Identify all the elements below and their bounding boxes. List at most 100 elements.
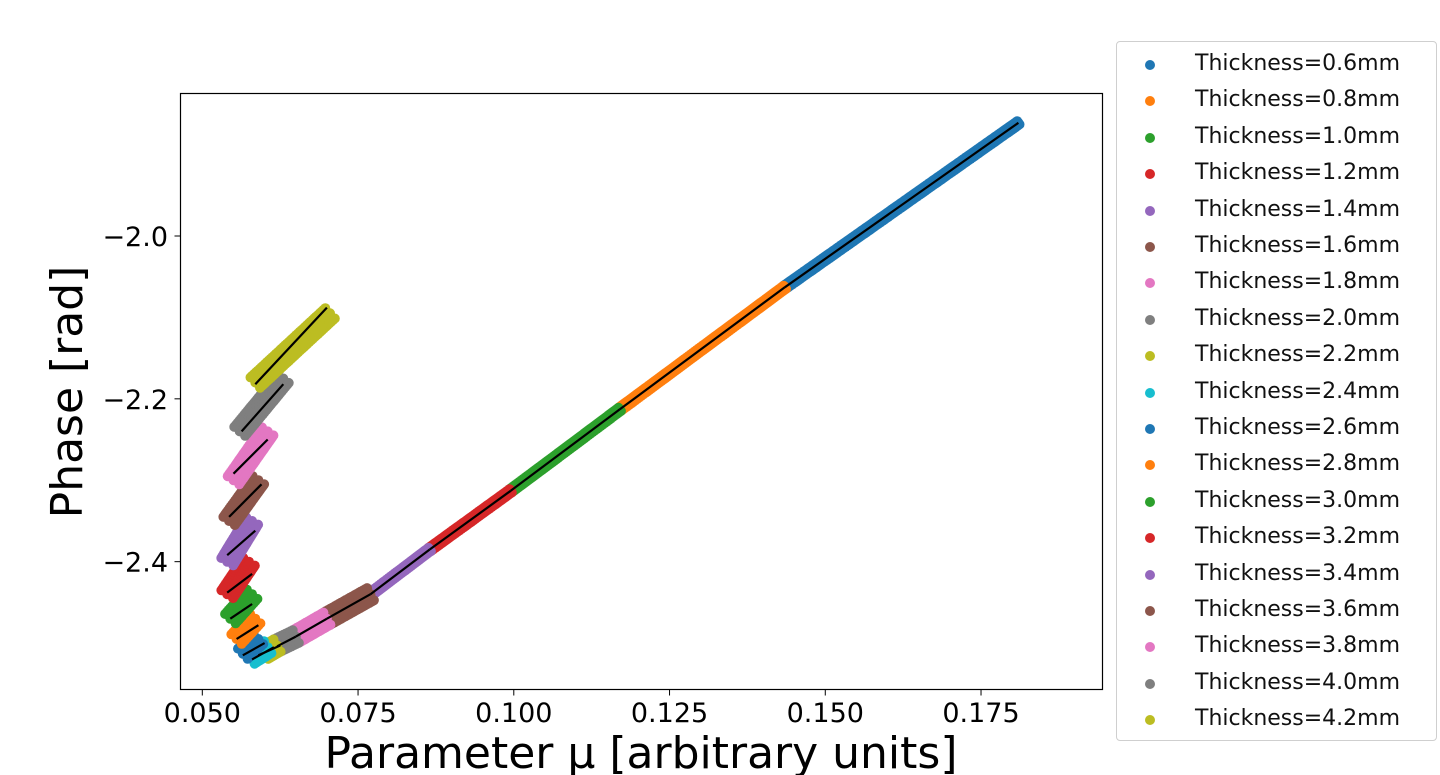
legend-label: Thickness=4.2mm [1195, 706, 1401, 732]
legend-marker [1145, 60, 1155, 70]
legend-marker [1145, 606, 1155, 616]
x-tick-label: 0.075 [319, 698, 396, 729]
fit-line-Thickness=3.4mm [226, 529, 257, 557]
legend-item: Thickness=3.4mm [1117, 560, 1437, 590]
x-tick-label: 0.125 [631, 698, 708, 729]
chart-marks [216, 116, 1025, 669]
data-point [253, 519, 264, 530]
x-axis: 0.050 0.075 0.100 0.125 0.150 0.175 [164, 689, 1020, 729]
legend-label: Thickness=2.4mm [1195, 378, 1401, 404]
legend-marker [1145, 351, 1155, 362]
legend-item: Thickness=3.6mm [1117, 596, 1437, 626]
legend-item: Thickness=1.0mm [1117, 123, 1437, 153]
x-tick-label: 0.150 [787, 698, 864, 729]
series-Thickness=4.2mm [245, 303, 340, 393]
legend-marker [1145, 387, 1155, 398]
legend-item: Thickness=3.2mm [1117, 523, 1437, 553]
data-point [283, 377, 294, 388]
x-axis-label: Parameter μ [arbitrary units] [324, 728, 957, 775]
legend-marker [1145, 278, 1155, 289]
legend-item: Thickness=0.6mm [1117, 50, 1437, 80]
legend-marker [1145, 715, 1155, 726]
legend-label: Thickness=1.6mm [1195, 233, 1401, 258]
legend-marker [1145, 642, 1155, 653]
legend-label: Thickness=2.6mm [1195, 415, 1401, 440]
legend-marker [1145, 460, 1155, 471]
data-point [615, 406, 626, 416]
legend-marker [1145, 314, 1155, 325]
fit-line-Thickness=4.0mm [240, 383, 285, 433]
legend-label: Thickness=0.8mm [1195, 87, 1401, 113]
data-point [268, 430, 279, 441]
legend-marker [1145, 678, 1155, 689]
fit-line-Thickness=0.6mm [784, 121, 1020, 289]
legend-marker [1145, 205, 1155, 216]
fit-line-Thickness=1.8mm [295, 617, 328, 638]
fit-line-Thickness=1.0mm [510, 408, 621, 492]
fit-line-Thickness=2.6mm [242, 642, 266, 657]
legend-item: Thickness=2.8mm [1117, 450, 1437, 480]
legend-item: Thickness=1.2mm [1117, 159, 1437, 189]
x-tick-label: 0.175 [942, 698, 1019, 729]
data-point [368, 595, 379, 606]
legend-marker [1145, 169, 1155, 180]
legend-label: Thickness=3.4mm [1195, 560, 1401, 586]
x-tick-label: 0.050 [164, 698, 241, 729]
fit-line-Thickness=0.8mm [619, 286, 786, 411]
fit-line-Thickness=4.2mm [254, 306, 328, 385]
series-Thickness=3.8mm [222, 422, 279, 490]
legend-marker [1145, 496, 1155, 507]
legend-item: Thickness=2.0mm [1117, 305, 1437, 335]
legend-item: Thickness=1.6mm [1117, 232, 1437, 262]
data-point [275, 646, 286, 657]
series-Thickness=3.4mm [216, 512, 264, 571]
legend-item: Thickness=2.4mm [1117, 378, 1437, 408]
legend-item: Thickness=4.2mm [1117, 705, 1437, 735]
data-point [425, 546, 436, 557]
legend-item: Thickness=2.2mm [1117, 341, 1437, 371]
x-tick-label: 0.100 [475, 698, 552, 729]
data-point [325, 619, 336, 630]
legend-label: Thickness=2.2mm [1195, 342, 1401, 368]
y-tick-label: −2.4 [102, 548, 168, 579]
data-point [249, 560, 260, 571]
data-point [252, 593, 263, 604]
y-axis: −2.0 −2.2 −2.4 [102, 222, 181, 579]
data-point [1014, 119, 1025, 130]
legend-label: Thickness=4.0mm [1195, 669, 1401, 695]
fit-line-Thickness=2.0mm [276, 635, 297, 648]
fit-line-Thickness=2.4mm [251, 646, 275, 661]
legend-item: Thickness=4.0mm [1117, 669, 1437, 699]
legend-marker [1145, 533, 1155, 544]
plot-frame [179, 92, 1104, 691]
legend-marker [1145, 569, 1155, 580]
legend-item: Thickness=0.8mm [1117, 86, 1437, 116]
legend-label: Thickness=1.4mm [1195, 196, 1401, 222]
legend-label: Thickness=2.8mm [1195, 451, 1401, 477]
data-point [293, 637, 304, 648]
legend-item: Thickness=1.4mm [1117, 196, 1437, 226]
fit-line-Thickness=3.2mm [226, 573, 253, 594]
fit-line-Thickness=1.2mm [429, 489, 512, 551]
y-axis-label: Phase [rad] [42, 266, 93, 519]
y-tick-label: −2.0 [102, 222, 168, 253]
data-point [259, 479, 270, 490]
data-point [506, 487, 517, 498]
legend-label: Thickness=1.8mm [1195, 269, 1401, 295]
legend-label: Thickness=1.0mm [1195, 123, 1401, 149]
legend-label: Thickness=3.2mm [1195, 524, 1401, 550]
legend-label: Thickness=0.6mm [1195, 51, 1401, 76]
legend-item: Thickness=3.0mm [1117, 487, 1437, 517]
series-Thickness=1.4mm [364, 542, 436, 601]
y-tick-label: −2.2 [102, 385, 168, 416]
fit-line-Thickness=2.8mm [236, 624, 259, 640]
legend: Thickness=0.6mm Thickness=0.8mm Thickness=… [1116, 41, 1437, 741]
data-point [781, 283, 791, 294]
data-point [329, 313, 340, 324]
fit-line-Thickness=1.4mm [369, 548, 431, 596]
fit-line-Thickness=1.6mm [326, 593, 372, 620]
legend-item: Thickness=3.8mm [1117, 632, 1437, 662]
legend-marker [1145, 242, 1155, 252]
legend-marker [1145, 96, 1155, 107]
